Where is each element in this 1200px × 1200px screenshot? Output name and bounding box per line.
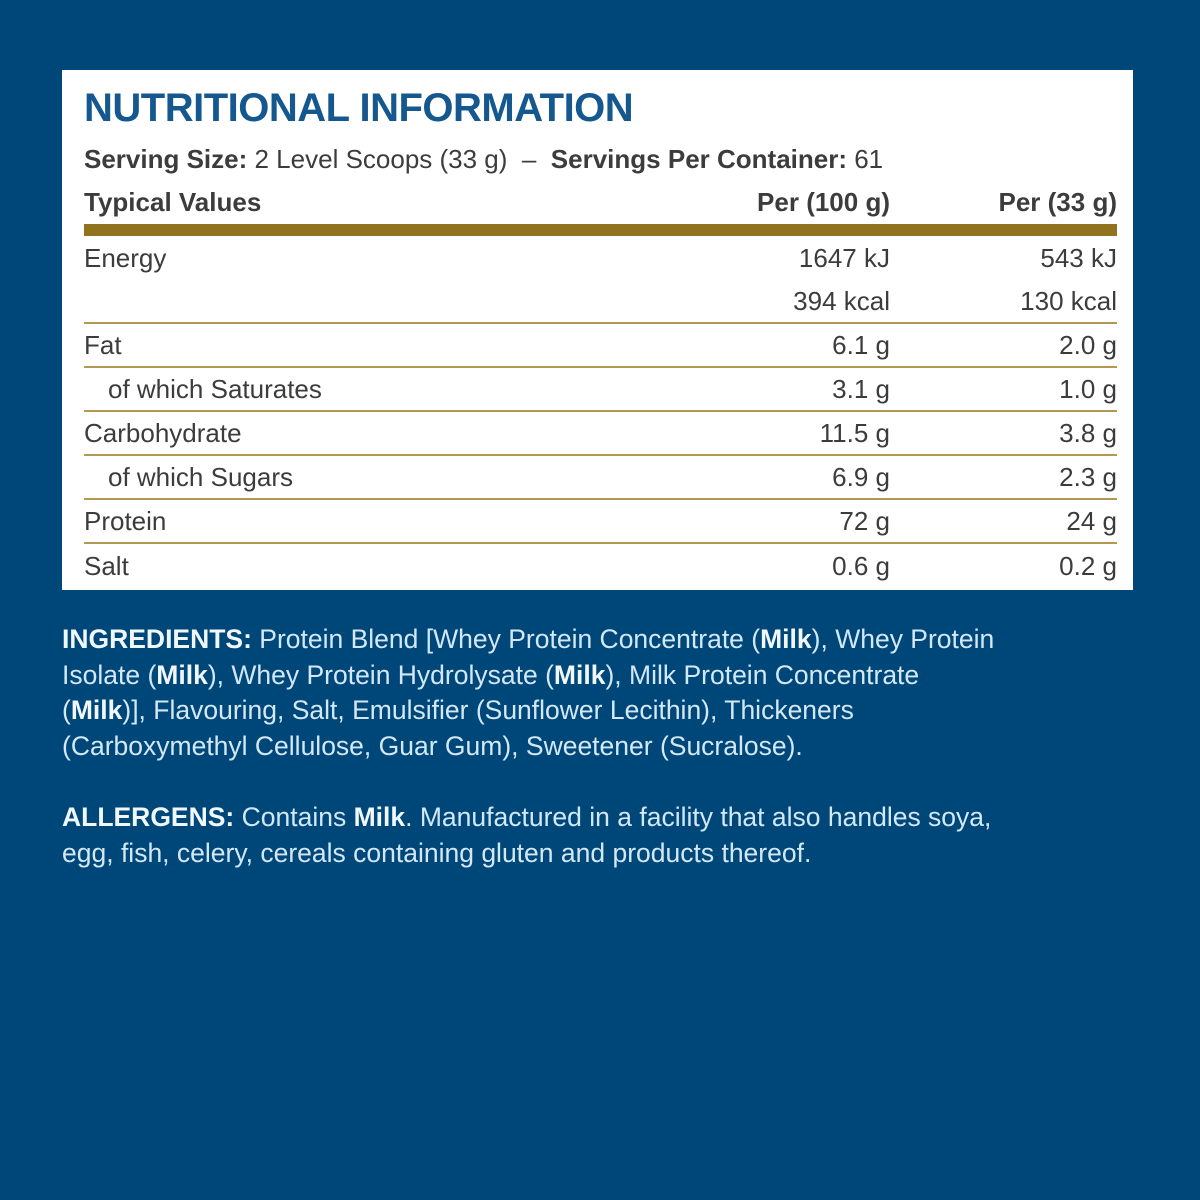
- allergens-paragraph: ALLERGENS: Contains Milk. Manufactured i…: [62, 802, 992, 868]
- row-per-100g-value: 0.6 g: [832, 550, 890, 581]
- table-row: Energy 1647 kJ 543 kJ: [84, 236, 1117, 280]
- row-per-33g-value: 1.0 g: [1059, 373, 1117, 404]
- row-per-100g-value: 3.1 g: [832, 373, 890, 404]
- row-label: Carbohydrate: [84, 417, 242, 448]
- row-label: Protein: [84, 505, 167, 536]
- ingredients-paragraph: INGREDIENTS: Protein Blend [Whey Protein…: [62, 624, 995, 761]
- row-per-33g-value: 24 g: [1066, 505, 1117, 536]
- row-label: Fat: [84, 329, 122, 360]
- row-label: of which Saturates: [108, 373, 322, 404]
- row-per-100g-value: 394 kcal: [793, 285, 890, 316]
- column-typical-values: Typical Values: [84, 187, 262, 217]
- row-per-33g-value: 130 kcal: [1020, 285, 1117, 316]
- row-per-100g-value: 6.1 g: [832, 329, 890, 360]
- column-per-33g: Per (33 g): [998, 187, 1118, 217]
- row-per-33g-value: 0.2 g: [1059, 550, 1117, 581]
- table-header-row: Typical Values Per (100 g) Per (33 g): [84, 187, 1117, 217]
- label-text-blocks: INGREDIENTS: Protein Blend [Whey Protein…: [62, 622, 1134, 871]
- row-per-100g-value: 11.5 g: [819, 417, 890, 448]
- serving-size-line: Serving Size: 2 Level Scoops (33 g) – Se…: [84, 144, 884, 174]
- panel-title: NUTRITIONAL INFORMATION: [84, 86, 634, 130]
- table-row: 394 kcal 130 kcal: [84, 280, 1117, 324]
- row-per-33g-value: 543 kJ: [1040, 242, 1117, 273]
- row-per-100g-value: 1647 kJ: [798, 242, 890, 273]
- nutrition-table: Energy 1647 kJ 543 kJ 394 kcal 130 kcal …: [84, 236, 1117, 588]
- header-divider-bar: [84, 224, 1117, 236]
- row-per-100g-value: 6.9 g: [832, 461, 890, 492]
- row-per-33g-value: 3.8 g: [1059, 417, 1117, 448]
- table-row: Salt 0.6 g 0.2 g: [84, 544, 1117, 588]
- table-row: Carbohydrate 11.5 g 3.8 g: [84, 412, 1117, 456]
- column-per-100g: Per (100 g): [757, 187, 890, 217]
- row-per-33g-value: 2.3 g: [1059, 461, 1117, 492]
- row-label: Salt: [84, 550, 129, 581]
- row-per-33g-value: 2.0 g: [1059, 329, 1117, 360]
- table-row: Protein 72 g 24 g: [84, 500, 1117, 544]
- table-row: of which Sugars 6.9 g 2.3 g: [84, 456, 1117, 500]
- row-label: of which Sugars: [108, 461, 293, 492]
- table-row: Fat 6.1 g 2.0 g: [84, 324, 1117, 368]
- table-row: of which Saturates 3.1 g 1.0 g: [84, 368, 1117, 412]
- row-per-100g-value: 72 g: [839, 505, 890, 536]
- nutrition-panel: NUTRITIONAL INFORMATION Serving Size: 2 …: [62, 70, 1133, 590]
- row-label: Energy: [84, 242, 167, 273]
